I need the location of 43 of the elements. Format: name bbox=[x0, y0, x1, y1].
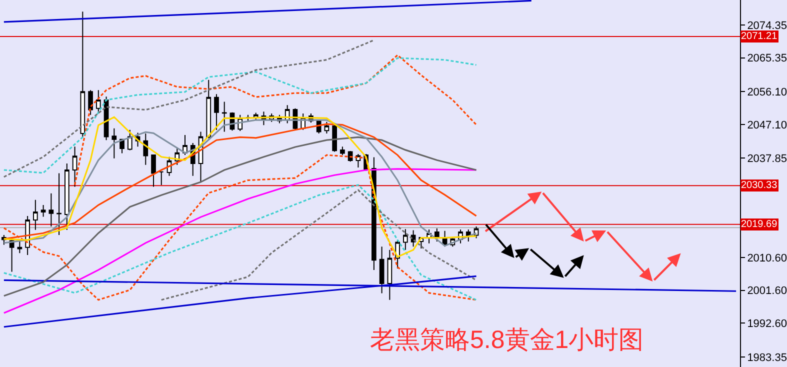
candlestick bbox=[158, 170, 164, 186]
candlestick bbox=[72, 146, 78, 188]
candlestick bbox=[112, 128, 117, 159]
candlestick bbox=[151, 154, 156, 188]
candlestick bbox=[324, 121, 330, 134]
candlestick bbox=[332, 124, 337, 152]
y-tick-label: 2001.60 bbox=[747, 285, 787, 298]
candlestick bbox=[206, 79, 212, 139]
line-series bbox=[3, 39, 375, 178]
candlestick bbox=[56, 172, 62, 236]
y-tick-label: 2047.10 bbox=[747, 119, 787, 132]
candlestick bbox=[340, 146, 345, 156]
candlestick bbox=[33, 199, 38, 230]
ref-line-label: 2071.21 bbox=[741, 31, 778, 42]
candlestick bbox=[17, 240, 22, 254]
candlestick bbox=[143, 133, 148, 166]
line-series bbox=[3, 57, 478, 174]
ref-line-label: 2019.69 bbox=[741, 219, 778, 230]
y-tick-label: 1992.60 bbox=[747, 318, 787, 330]
candlestick bbox=[403, 228, 408, 250]
candlestick bbox=[222, 101, 227, 132]
candlestick bbox=[80, 11, 86, 138]
annotation: 老黑策略5.8黄金1小时图 bbox=[370, 326, 644, 354]
candlestick bbox=[379, 246, 384, 294]
y-tick-label: 2074.35 bbox=[747, 20, 787, 32]
line-series bbox=[3, 184, 478, 301]
candlestick bbox=[88, 90, 93, 116]
y-tick-label: 1983.35 bbox=[747, 352, 787, 364]
line-series bbox=[160, 189, 478, 301]
y-tick-label: 2056.10 bbox=[747, 86, 787, 98]
y-tick-label: 2010.60 bbox=[747, 252, 787, 264]
ref-line-label: 2030.33 bbox=[741, 180, 778, 191]
y-tick-label: 2065.35 bbox=[747, 52, 787, 65]
candlestick bbox=[48, 192, 54, 228]
candlestick bbox=[387, 249, 392, 300]
candlestick bbox=[246, 114, 250, 122]
line-series bbox=[3, 168, 478, 314]
candlestick bbox=[214, 94, 219, 130]
candlestick bbox=[64, 162, 70, 230]
y-tick-label: 2037.85 bbox=[747, 153, 787, 165]
candlestick bbox=[96, 90, 101, 114]
candlestick bbox=[40, 204, 46, 218]
line-series bbox=[74, 54, 478, 186]
